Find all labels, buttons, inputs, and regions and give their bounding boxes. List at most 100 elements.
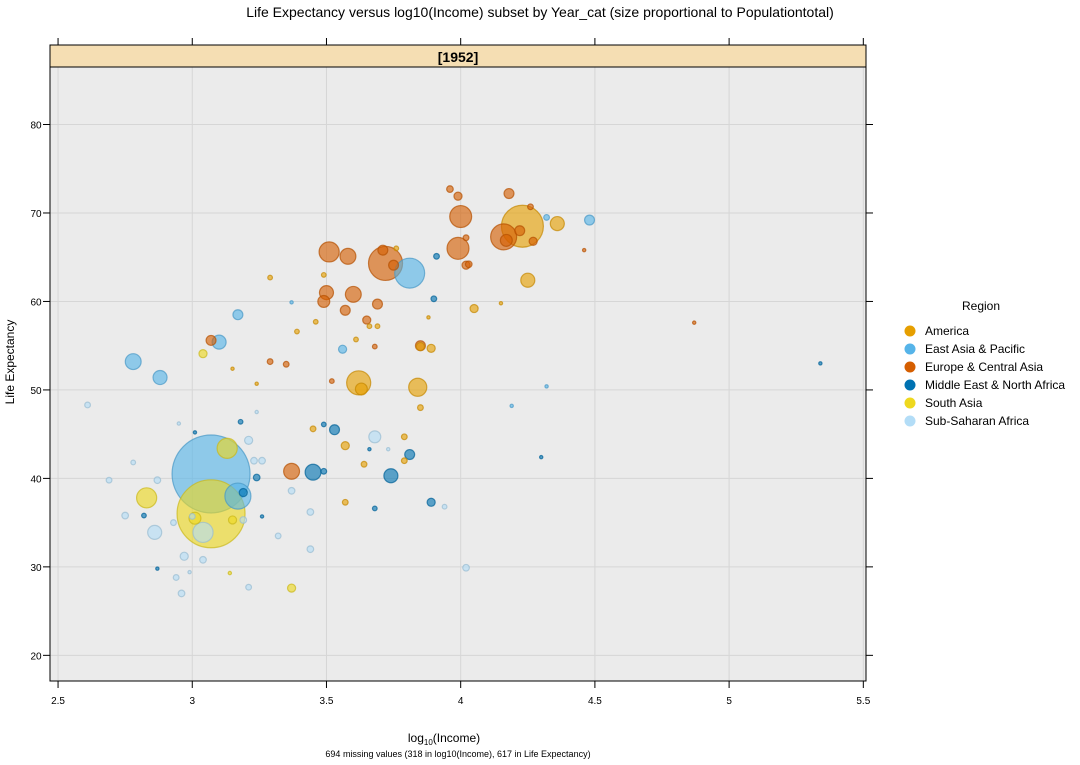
legend-marker xyxy=(904,379,916,391)
chart-title: Life Expectancy versus log10(Income) sub… xyxy=(246,4,834,20)
data-point xyxy=(416,404,424,412)
data-point xyxy=(198,349,208,359)
data-point xyxy=(339,304,351,316)
y-axis-label: Life Expectancy xyxy=(3,320,17,405)
data-point xyxy=(388,259,400,271)
data-point xyxy=(237,418,244,425)
x-tick-label: 3 xyxy=(189,696,195,707)
x-axis-label-rest: (Income) xyxy=(433,731,480,745)
data-point xyxy=(430,295,438,303)
data-point xyxy=(371,343,378,350)
data-point xyxy=(353,336,359,343)
data-point xyxy=(294,328,300,335)
data-point xyxy=(818,361,823,366)
data-point xyxy=(238,487,248,498)
data-point xyxy=(274,532,282,540)
data-point xyxy=(199,555,207,564)
data-point xyxy=(691,320,697,325)
data-point xyxy=(205,334,217,346)
legend-marker xyxy=(904,397,916,409)
data-point xyxy=(286,583,297,593)
legend-label: Europe & Central Asia xyxy=(925,360,1043,374)
y-tick-label: 70 xyxy=(30,209,42,220)
data-point xyxy=(400,457,408,465)
data-point xyxy=(328,378,335,385)
data-point xyxy=(453,191,463,201)
data-point xyxy=(254,381,259,386)
data-point xyxy=(339,247,357,265)
data-point xyxy=(227,515,238,525)
legend-label: Middle East & North Africa xyxy=(925,378,1065,392)
data-point xyxy=(259,514,265,519)
panel-strip-label: [1952] xyxy=(438,49,478,65)
data-point xyxy=(318,241,340,263)
data-point xyxy=(374,323,381,330)
data-point xyxy=(176,421,182,426)
legend-title: Region xyxy=(962,299,1000,313)
y-tick-label: 30 xyxy=(30,563,42,574)
data-point xyxy=(232,309,244,321)
data-point xyxy=(341,498,349,506)
data-point xyxy=(304,463,322,481)
data-point xyxy=(415,341,426,352)
data-point xyxy=(367,446,372,452)
data-point xyxy=(239,516,248,524)
data-point xyxy=(152,369,168,386)
y-tick-label: 80 xyxy=(30,121,42,132)
data-point xyxy=(446,185,454,193)
y-tick-label: 60 xyxy=(30,297,42,308)
legend-marker xyxy=(904,325,916,337)
x-tick-label: 5.5 xyxy=(856,696,870,707)
data-point xyxy=(498,300,504,306)
data-point xyxy=(153,476,162,485)
data-point xyxy=(449,204,473,229)
data-point xyxy=(404,448,416,461)
data-point xyxy=(514,225,526,237)
data-point xyxy=(130,459,137,466)
legend-label: America xyxy=(925,324,969,338)
data-point xyxy=(543,213,551,221)
data-point xyxy=(187,569,192,575)
data-point xyxy=(441,503,448,510)
data-point xyxy=(464,260,473,269)
data-point xyxy=(287,486,296,495)
data-point xyxy=(124,353,142,371)
data-point xyxy=(520,272,536,288)
data-points xyxy=(84,185,823,598)
plot-panel xyxy=(50,67,866,681)
data-point xyxy=(462,234,470,242)
data-point xyxy=(383,468,399,484)
data-point xyxy=(170,519,177,527)
data-point xyxy=(177,589,186,598)
data-point xyxy=(433,252,440,260)
data-point xyxy=(528,236,538,246)
data-point xyxy=(394,257,426,289)
data-point xyxy=(230,366,235,371)
data-point xyxy=(266,358,274,366)
data-point xyxy=(283,462,301,480)
data-point xyxy=(188,512,196,520)
data-point xyxy=(179,551,189,561)
data-point xyxy=(583,214,596,226)
x-axis-label: log10(Income) xyxy=(408,731,480,747)
data-point xyxy=(426,497,436,507)
data-point xyxy=(509,403,514,409)
data-point xyxy=(227,570,233,576)
data-point xyxy=(309,425,317,433)
legend-marker xyxy=(904,343,916,355)
x-tick-label: 5 xyxy=(726,696,732,707)
data-point xyxy=(527,203,534,211)
data-point xyxy=(147,524,163,540)
data-point xyxy=(317,294,331,309)
x-tick-label: 3.5 xyxy=(320,696,334,707)
y-tick-label: 40 xyxy=(30,474,42,485)
x-axis-label-subscript: 10 xyxy=(424,738,433,747)
data-point xyxy=(245,583,253,591)
data-point xyxy=(320,467,328,475)
data-point xyxy=(408,377,428,397)
data-point xyxy=(371,505,378,512)
data-point xyxy=(320,271,327,278)
data-point xyxy=(267,274,274,281)
data-point xyxy=(312,318,319,325)
legend: Region America East Asia & Pacific Europe … xyxy=(904,299,1065,428)
